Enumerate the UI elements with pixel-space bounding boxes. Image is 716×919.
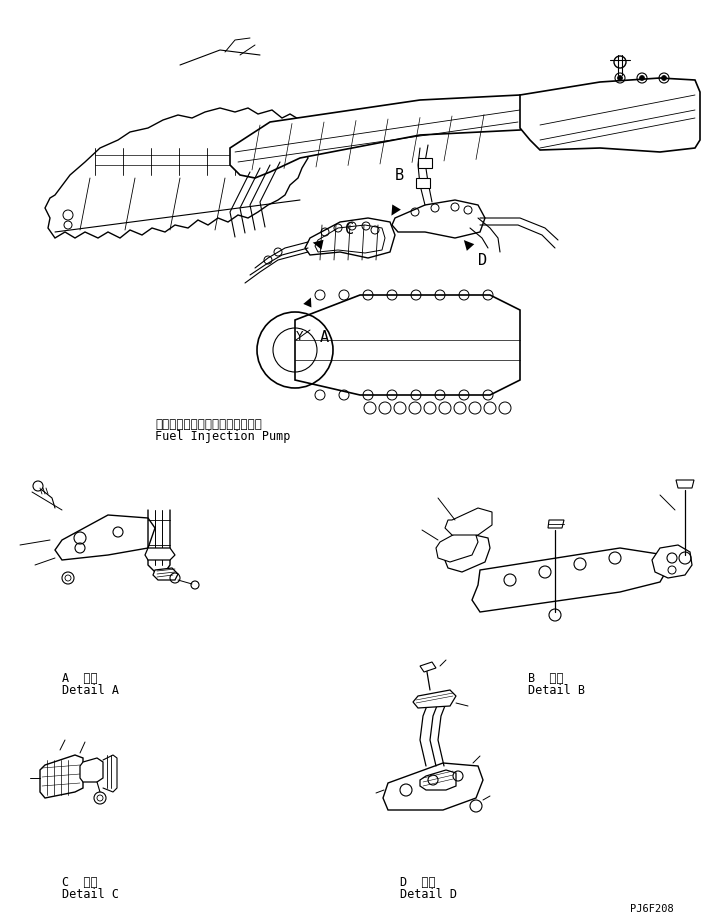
Text: Detail C: Detail C (62, 888, 119, 901)
Polygon shape (520, 78, 700, 152)
Polygon shape (652, 545, 692, 578)
Text: Detail B: Detail B (528, 684, 585, 697)
Polygon shape (420, 662, 436, 672)
Polygon shape (80, 758, 103, 782)
Bar (418, 158, 432, 168)
Polygon shape (153, 568, 178, 580)
Polygon shape (392, 200, 485, 238)
Polygon shape (413, 690, 456, 708)
Polygon shape (305, 218, 395, 258)
Text: フェエルインジェクションポンプ: フェエルインジェクションポンプ (155, 418, 262, 431)
Circle shape (662, 75, 667, 81)
Polygon shape (315, 225, 385, 253)
Text: D: D (478, 253, 487, 268)
Text: Fuel Injection Pump: Fuel Injection Pump (155, 430, 291, 443)
Bar (416, 178, 430, 188)
Polygon shape (40, 755, 83, 798)
Circle shape (639, 75, 644, 81)
Text: D  詳細: D 詳細 (400, 876, 435, 889)
Text: B: B (395, 168, 404, 183)
Polygon shape (444, 535, 490, 572)
Text: A: A (320, 330, 329, 345)
Polygon shape (230, 95, 545, 178)
Polygon shape (145, 548, 175, 560)
Text: C  詳細: C 詳細 (62, 876, 97, 889)
Polygon shape (548, 520, 564, 528)
Text: Y: Y (296, 330, 304, 343)
Polygon shape (295, 295, 520, 395)
Polygon shape (383, 763, 483, 810)
Polygon shape (55, 515, 155, 560)
Text: Detail D: Detail D (400, 888, 457, 901)
Text: Detail A: Detail A (62, 684, 119, 697)
Text: B  詳細: B 詳細 (528, 672, 563, 685)
Polygon shape (676, 480, 694, 488)
Polygon shape (45, 108, 310, 238)
Text: C: C (345, 222, 354, 237)
Polygon shape (436, 530, 478, 562)
Polygon shape (472, 548, 668, 612)
Text: A  詳細: A 詳細 (62, 672, 97, 685)
Polygon shape (445, 508, 492, 535)
Text: PJ6F208: PJ6F208 (630, 904, 674, 914)
Circle shape (617, 75, 622, 81)
Polygon shape (420, 770, 456, 790)
